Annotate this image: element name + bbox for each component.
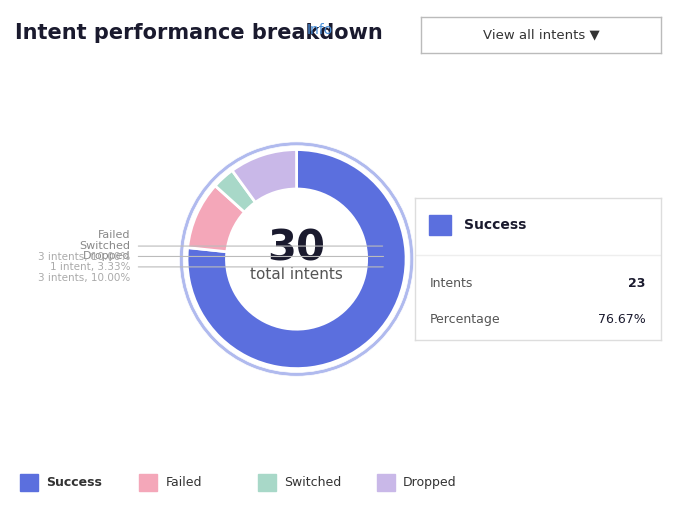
Bar bbox=[139, 474, 157, 491]
Text: Switched: Switched bbox=[284, 476, 342, 489]
Text: Info: Info bbox=[307, 23, 333, 37]
Wedge shape bbox=[179, 142, 414, 376]
Text: total intents: total intents bbox=[250, 267, 343, 282]
Bar bbox=[377, 474, 395, 491]
Text: Failed: Failed bbox=[98, 230, 130, 240]
Text: View all intents ▼: View all intents ▼ bbox=[483, 28, 599, 42]
Text: 76.67%: 76.67% bbox=[598, 312, 646, 326]
Wedge shape bbox=[187, 186, 245, 252]
Wedge shape bbox=[232, 149, 297, 202]
Wedge shape bbox=[187, 149, 406, 369]
Text: 30: 30 bbox=[268, 227, 326, 269]
Text: 1 intent, 3.33%: 1 intent, 3.33% bbox=[50, 263, 130, 272]
Text: Percentage: Percentage bbox=[429, 312, 500, 326]
Text: Intent performance breakdown: Intent performance breakdown bbox=[15, 23, 383, 43]
Text: Switched: Switched bbox=[79, 240, 130, 250]
Text: Success: Success bbox=[464, 218, 526, 232]
Text: Failed: Failed bbox=[165, 476, 202, 489]
Wedge shape bbox=[215, 171, 255, 212]
Bar bbox=[20, 474, 38, 491]
Bar bbox=[429, 215, 452, 235]
Text: 3 intents, 10.00%: 3 intents, 10.00% bbox=[38, 273, 130, 283]
Text: Dropped: Dropped bbox=[82, 251, 130, 261]
Text: Intents: Intents bbox=[429, 277, 472, 290]
Text: Dropped: Dropped bbox=[403, 476, 457, 489]
Bar bbox=[257, 474, 276, 491]
Text: 23: 23 bbox=[628, 277, 646, 290]
Text: 3 intents, 10.00%: 3 intents, 10.00% bbox=[38, 252, 130, 262]
Text: Success: Success bbox=[47, 476, 102, 489]
